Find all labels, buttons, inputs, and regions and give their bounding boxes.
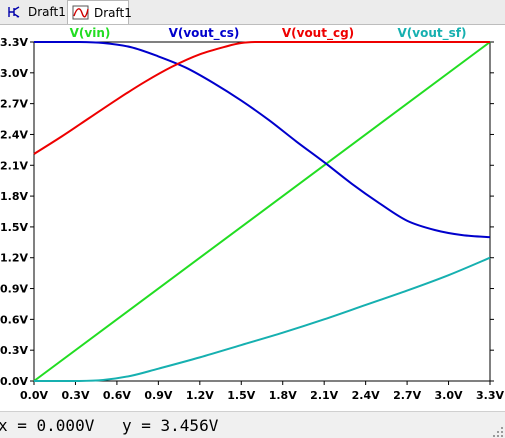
- cursor-y-readout: y = 3.456V: [122, 416, 219, 435]
- resize-grip-icon[interactable]: [491, 425, 505, 438]
- x-tick-label: 0.3V: [61, 389, 89, 402]
- series-v-vout-sf: [34, 256, 491, 382]
- y-tick-label: 2.7V: [0, 98, 28, 111]
- tab-strip: Draft1 Draft1: [0, 0, 505, 25]
- series-v-vout-cg: [33, 41, 490, 155]
- x-tick-label: 0.0V: [20, 389, 48, 402]
- x-tick-label: 2.4V: [352, 389, 380, 402]
- y-tick-label: 0.0V: [0, 375, 28, 388]
- tab-label: Draft1: [94, 5, 132, 20]
- cursor-x-readout: x = 0.000V: [0, 416, 95, 435]
- waveform-plot-pane[interactable]: 0.0V 0.3V 0.6V 0.9V 1.2V 1.5V 1.8V 2.1V 2.4V 2.7V…: [0, 25, 505, 410]
- legend-v-vout-cg-: V(vout_cg): [282, 26, 354, 41]
- tab-waveform-draft1[interactable]: Draft1: [67, 0, 132, 24]
- y-tick-label: 3.0V: [0, 67, 28, 80]
- x-tick-label: 1.8V: [269, 389, 297, 402]
- y-tick-label: 0.9V: [0, 283, 28, 296]
- x-tick-label: 2.7V: [393, 389, 421, 402]
- y-tick-label: 2.4V: [0, 128, 28, 141]
- waveform-chart[interactable]: 0.0V 0.3V 0.6V 0.9V 1.2V 1.5V 1.8V 2.1V 2.4V 2.7V…: [0, 25, 505, 410]
- y-tick-label: 3.3V: [0, 36, 28, 49]
- x-tick-label: 0.9V: [144, 389, 172, 402]
- x-tick-label: 3.0V: [435, 389, 463, 402]
- x-tick-label: 3.3V: [476, 389, 504, 402]
- tab-label: Draft1: [28, 5, 66, 19]
- schematic-icon: [6, 4, 24, 20]
- y-tick-label: 0.6V: [0, 313, 28, 326]
- y-tick-label: 1.2V: [0, 252, 28, 265]
- waveform-icon: [72, 5, 90, 21]
- y-tick-label: 2.1V: [0, 159, 28, 172]
- status-bar: x = 0.000V y = 3.456V: [0, 411, 505, 438]
- x-tick-label: 1.5V: [227, 389, 255, 402]
- tab-schematic-draft1[interactable]: Draft1: [2, 1, 66, 23]
- legend-v-vout-sf-: V(vout_sf): [398, 26, 467, 41]
- series-v-vout-cs: [34, 41, 491, 239]
- legend-v-vout-cs-: V(vout_cs): [169, 26, 240, 41]
- y-tick-label: 0.3V: [0, 344, 28, 357]
- y-tick-label: 1.5V: [0, 221, 28, 234]
- series-v-vin: [33, 41, 491, 382]
- y-tick-label: 1.8V: [0, 190, 28, 203]
- x-tick-label: 1.2V: [186, 389, 214, 402]
- legend-v-vin-: V(vin): [70, 26, 111, 40]
- x-tick-label: 2.1V: [310, 389, 338, 402]
- x-tick-label: 0.6V: [103, 389, 131, 402]
